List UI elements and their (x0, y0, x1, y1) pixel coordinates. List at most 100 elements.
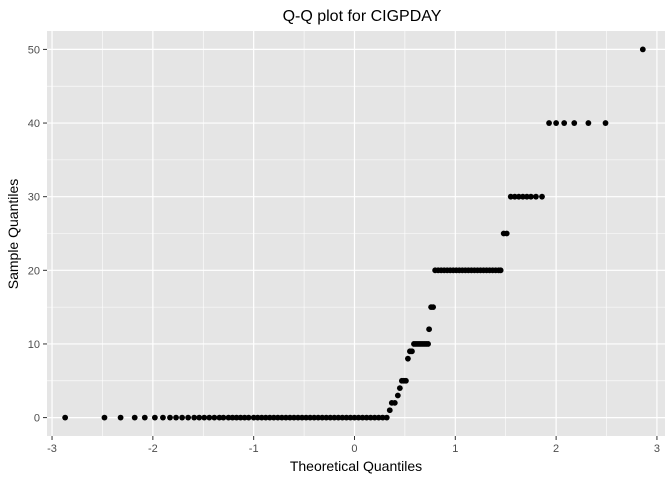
data-point (396, 385, 403, 392)
chart-title: Q-Q plot for CIGPDAY (283, 8, 442, 25)
data-point (405, 355, 411, 362)
data-point (62, 414, 69, 421)
data-point (503, 230, 510, 237)
data-point (426, 326, 432, 333)
data-point (117, 414, 124, 421)
data-point (295, 414, 301, 421)
y-tick-label: 40 (28, 118, 40, 130)
x-tick-label: -3 (47, 443, 57, 455)
data-points (62, 46, 646, 421)
data-point (173, 414, 179, 421)
data-point (258, 414, 265, 421)
data-point (383, 414, 390, 421)
data-point (367, 414, 374, 421)
data-point (533, 193, 539, 200)
data-point (274, 414, 281, 421)
data-point (283, 414, 289, 421)
data-point (363, 414, 370, 421)
data-point (379, 414, 386, 421)
data-point (167, 414, 173, 421)
data-point (303, 414, 309, 421)
y-axis-title: Sample Quantiles (5, 179, 21, 290)
x-tick-label: 1 (452, 443, 458, 455)
data-point (323, 414, 330, 421)
data-point (291, 414, 297, 421)
data-point (266, 414, 273, 421)
data-point (220, 414, 227, 421)
data-point (391, 399, 398, 406)
data-point (315, 414, 322, 421)
data-point (262, 414, 269, 421)
y-tick-label: 0 (34, 413, 40, 425)
data-point (191, 414, 198, 421)
data-point (331, 414, 338, 421)
data-point (403, 377, 409, 384)
data-point (507, 193, 514, 200)
data-point (151, 414, 158, 421)
data-point (375, 414, 382, 421)
data-point (279, 414, 285, 421)
data-point (639, 46, 646, 53)
data-point (602, 120, 609, 126)
data-point (160, 414, 166, 421)
data-point (179, 414, 185, 421)
x-axis: -3 -2 -1 0 1 2 3 (47, 436, 660, 455)
data-point (131, 414, 138, 421)
data-point (561, 120, 568, 126)
x-tick-label: 2 (553, 443, 559, 455)
data-point (394, 392, 401, 399)
data-point (343, 414, 350, 421)
data-point (141, 414, 148, 421)
data-point (430, 304, 437, 311)
data-point (571, 120, 578, 126)
data-point (237, 414, 244, 421)
data-point (319, 414, 326, 421)
x-axis-title: Theoretical Quantiles (290, 458, 422, 474)
data-point (233, 414, 240, 421)
data-point (299, 414, 305, 421)
data-point (355, 414, 362, 421)
data-point (539, 193, 545, 200)
data-point (523, 193, 530, 200)
data-point (327, 414, 334, 421)
data-point (206, 414, 213, 421)
data-point (311, 414, 318, 421)
x-tick-label: 0 (351, 443, 357, 455)
data-point (553, 120, 560, 126)
minor-gridlines (47, 31, 665, 436)
data-point (229, 414, 236, 421)
data-point (216, 414, 223, 421)
x-tick-label: 3 (654, 443, 660, 455)
data-point (351, 414, 358, 421)
data-point (347, 414, 354, 421)
data-point (270, 414, 277, 421)
data-point (425, 341, 431, 347)
data-point (211, 414, 218, 421)
data-point (201, 414, 208, 421)
data-point (307, 414, 314, 421)
y-tick-label: 50 (28, 44, 40, 56)
data-point (335, 414, 342, 421)
data-point (339, 414, 346, 421)
data-point (371, 414, 378, 421)
data-point (185, 414, 192, 421)
data-point (511, 193, 518, 200)
data-point (241, 414, 248, 421)
data-point (585, 120, 592, 126)
data-point (254, 414, 261, 421)
data-point (546, 120, 552, 126)
y-tick-label: 20 (28, 265, 40, 277)
data-point (101, 414, 108, 421)
data-point (528, 193, 534, 200)
data-point (359, 414, 366, 421)
data-point (250, 414, 257, 421)
data-point (497, 267, 504, 274)
data-point (515, 193, 522, 200)
y-tick-label: 30 (28, 192, 40, 204)
x-tick-label: -2 (148, 443, 158, 455)
x-tick-label: -1 (249, 443, 259, 455)
y-axis: 0 10 20 30 40 50 (28, 44, 47, 425)
data-point (386, 407, 393, 414)
data-point (225, 414, 232, 421)
